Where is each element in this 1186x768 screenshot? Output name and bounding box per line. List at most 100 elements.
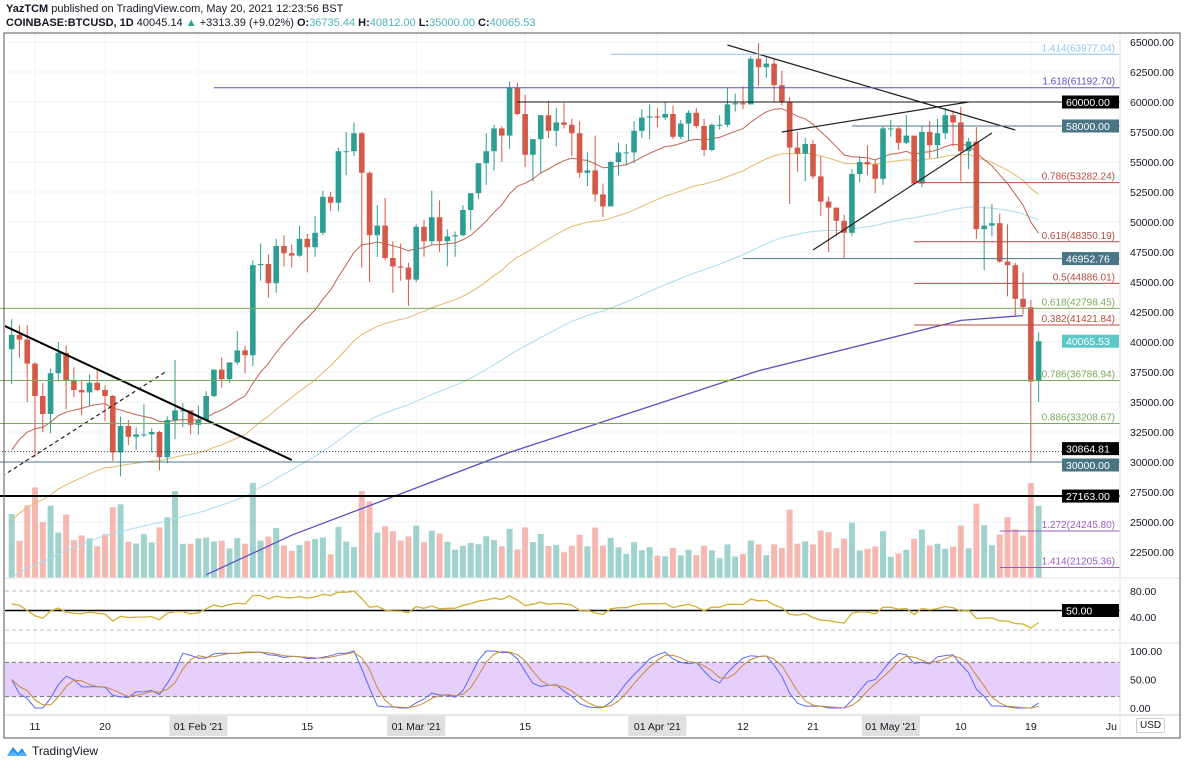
candle-down <box>102 390 108 396</box>
volume-bar <box>16 540 23 578</box>
candle-up <box>553 122 560 131</box>
volume-bar <box>522 527 529 578</box>
candle-down <box>545 115 552 131</box>
last-price: 40045.14 <box>136 17 183 29</box>
volume-bar <box>864 548 871 578</box>
low-label: L: <box>418 17 430 29</box>
time-axis-label: 12 <box>737 721 749 733</box>
price-tag-bg <box>1062 252 1119 266</box>
candle-down <box>600 194 606 207</box>
symbol-name[interactable]: COINBASE:BTCUSD, 1D <box>6 17 134 29</box>
time-axis-label: 15 <box>301 721 313 733</box>
volume-bar <box>747 540 754 578</box>
volume-bar <box>965 548 972 578</box>
candle-up <box>172 410 178 420</box>
volume-bar <box>685 549 692 578</box>
volume-bar <box>343 541 350 578</box>
trendline[interactable] <box>0 370 168 480</box>
volume-bar <box>739 553 746 578</box>
candle-down <box>926 132 933 146</box>
volume-bar <box>1012 529 1019 578</box>
time-axis-label: 15 <box>519 721 531 733</box>
volume-bar <box>288 550 295 578</box>
volume-bar <box>926 545 933 578</box>
fib-level-label: 0.786(36786.94) <box>1042 370 1115 381</box>
author[interactable]: YazTCM <box>6 3 49 15</box>
trendline[interactable] <box>0 322 293 461</box>
stoch-band <box>5 662 1120 697</box>
candle-down <box>973 141 980 230</box>
currency-label[interactable]: USD <box>1136 718 1166 733</box>
volume-bar <box>273 527 280 578</box>
volume-bar <box>1020 535 1027 578</box>
price-axis-label: 50000.00 <box>1130 217 1174 229</box>
ema100-line <box>11 206 1039 578</box>
candle-up <box>732 103 738 105</box>
candle-down <box>895 128 902 143</box>
price-axis-label: 22500.00 <box>1130 547 1174 559</box>
symbol-legend: COINBASE:BTCUSD, 1D 40045.14 ▲ +3313.39 … <box>6 17 536 29</box>
time-axis-label: 01 Apr '21 <box>634 721 681 733</box>
volume-bar <box>825 532 832 578</box>
price-axis-label: 62500.00 <box>1130 67 1174 79</box>
volume-bar <box>428 530 435 578</box>
candle-up <box>849 174 855 233</box>
volume-bar <box>179 543 186 578</box>
volume-bar <box>413 525 420 578</box>
trendline[interactable] <box>812 132 993 251</box>
candle-down <box>405 267 412 280</box>
candle-down <box>94 382 101 390</box>
candle-up <box>203 396 209 420</box>
volume-bar <box>553 544 560 578</box>
trendline[interactable] <box>781 101 969 133</box>
candle-down <box>561 122 567 125</box>
candle-down <box>366 172 373 236</box>
candle-up <box>856 162 863 174</box>
fib-level-label: 1.272(24245.80) <box>1042 520 1115 531</box>
volume-bar <box>654 555 661 578</box>
candle-up <box>537 115 544 140</box>
candle-up <box>47 373 54 414</box>
candle-down <box>911 135 917 184</box>
price-axis-label: 32500.00 <box>1130 427 1174 439</box>
volume-bar <box>195 538 202 578</box>
time-label-bg <box>861 716 920 736</box>
volume-bar <box>529 542 536 578</box>
candle-up <box>273 246 279 284</box>
price-tag-bg <box>1062 458 1119 472</box>
candle-down <box>1004 261 1011 266</box>
candle-up <box>320 196 326 233</box>
candle-down <box>156 432 163 458</box>
volume-bar <box>102 534 109 578</box>
volume-bar <box>452 549 459 578</box>
candle-up <box>428 217 435 242</box>
volume-bar <box>677 555 684 578</box>
volume-bar <box>296 545 303 578</box>
fib-level-label: 1.618(61192.70) <box>1042 77 1115 88</box>
chart-border <box>3 32 1181 739</box>
price-axis-label: 37500.00 <box>1130 367 1174 379</box>
price-pane[interactable] <box>0 43 1042 578</box>
candle-down <box>592 170 598 195</box>
candle-up <box>646 116 653 118</box>
price-axis-label: 60000.00 <box>1130 97 1174 109</box>
candle-up <box>802 144 809 154</box>
candle-up <box>763 63 770 68</box>
price-axis-label: 27500.00 <box>1130 487 1174 499</box>
volume-bar <box>786 509 793 578</box>
volume-bar <box>47 505 54 578</box>
volume-bar <box>444 541 451 578</box>
candle-down <box>382 225 388 258</box>
candle-up <box>724 104 731 125</box>
candle-up <box>677 123 684 137</box>
volume-bar <box>942 548 949 578</box>
volume-bar <box>405 536 412 578</box>
volume-bar <box>86 538 93 578</box>
volume-bar <box>950 546 957 578</box>
volume-bar <box>491 540 498 578</box>
tradingview-footer[interactable]: TradingView <box>6 744 98 758</box>
candle-up <box>506 87 513 136</box>
rsi-line <box>11 590 1039 629</box>
volume-bar <box>934 543 941 578</box>
